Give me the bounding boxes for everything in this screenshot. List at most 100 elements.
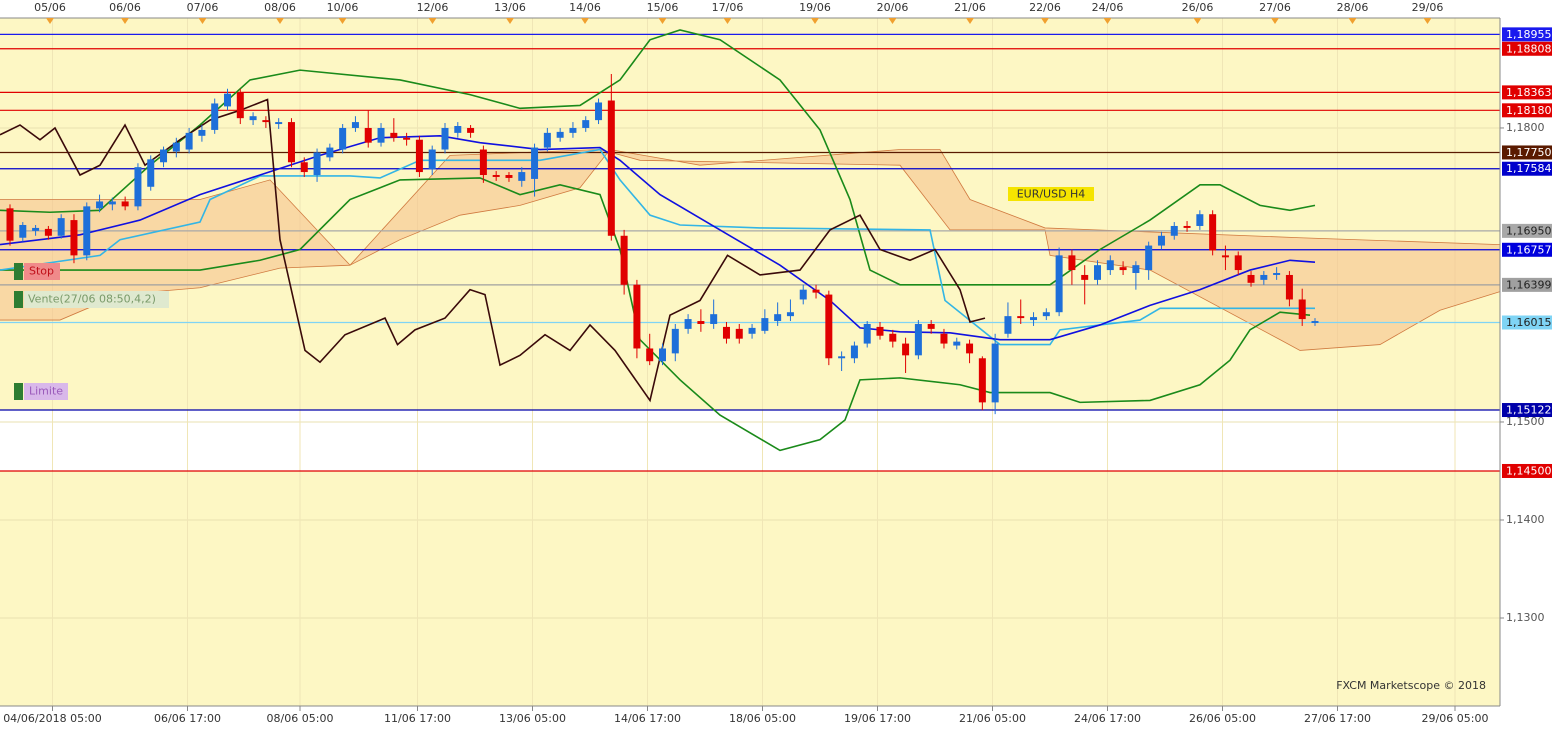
level-label-box: [1502, 103, 1552, 118]
top-tick-label: 20/06: [877, 1, 909, 14]
candle-body: [825, 294, 833, 359]
candle-body: [44, 228, 52, 236]
top-tick: [276, 18, 284, 24]
candle-body: [1119, 267, 1127, 271]
level-label-box: [1502, 27, 1552, 42]
level-label: 1,18808: [1506, 42, 1552, 55]
candle-body: [620, 235, 628, 285]
indicator-line: [0, 177, 1311, 452]
indicator-line: [0, 135, 1316, 341]
candle-body: [607, 100, 615, 236]
order-handle[interactable]: [14, 291, 23, 308]
marks-layer: [0, 29, 1319, 452]
candle-body: [390, 132, 398, 138]
candle-body: [211, 103, 219, 130]
candle-body: [1311, 321, 1319, 323]
x-tick-label: 26/06 05:00: [1189, 712, 1256, 725]
candle-body: [838, 356, 846, 359]
level-label: 1,15122: [1506, 404, 1552, 417]
level-label: 1,16015: [1506, 316, 1552, 329]
candle-body: [850, 345, 858, 359]
candle-body: [1017, 316, 1025, 319]
limit-box[interactable]: [24, 383, 68, 400]
candle-body: [1145, 245, 1153, 271]
candle-body: [991, 343, 999, 403]
candle-body: [1004, 316, 1012, 334]
candle-body: [710, 314, 718, 324]
candle-body: [83, 206, 91, 256]
x-tick-label: 08/06 05:00: [267, 712, 334, 725]
stop-handle[interactable]: [14, 263, 23, 280]
order-box[interactable]: [24, 291, 169, 308]
candle-body: [735, 328, 743, 339]
candle-body: [1081, 274, 1089, 280]
candle-body: [966, 343, 974, 354]
top-tick: [723, 18, 732, 24]
candle-body: [799, 289, 807, 300]
top-tick-label: 17/06: [712, 1, 744, 14]
candle-body: [889, 333, 897, 342]
candle-body: [147, 159, 155, 187]
candle-body: [428, 149, 436, 170]
candle-body: [633, 284, 641, 349]
candle-body: [300, 162, 308, 173]
level-label: 1,17750: [1506, 146, 1552, 159]
copyright: FXCM Marketscope © 2018: [1336, 679, 1486, 692]
top-tick: [1348, 18, 1357, 24]
candle-body: [198, 129, 206, 136]
level-label-box: [1502, 242, 1552, 257]
candle-body: [646, 348, 654, 362]
top-tick-label: 19/06: [799, 1, 831, 14]
level-label: 1,17584: [1506, 162, 1552, 175]
top-tick: [1041, 18, 1049, 24]
level-label: 1,18955: [1506, 28, 1552, 41]
candle-body: [313, 152, 321, 176]
candle-body: [876, 326, 884, 336]
level-band: [0, 410, 1500, 471]
symbol-label: EUR/USD H4: [1017, 188, 1086, 201]
candle-body: [1183, 225, 1191, 228]
candle-body: [32, 227, 40, 231]
x-tick-label: 18/06 05:00: [729, 712, 796, 725]
plot-area: [0, 18, 1500, 706]
stop-box[interactable]: [24, 263, 60, 280]
candle-body: [403, 137, 411, 140]
x-tick-label: 04/06/2018 05:00: [3, 712, 102, 725]
candle-body: [1106, 260, 1114, 271]
level-label-box: [1502, 41, 1552, 56]
candle-body: [134, 167, 142, 207]
candle-body: [6, 208, 14, 241]
limit-handle[interactable]: [14, 383, 23, 400]
candle-body: [1285, 274, 1293, 300]
level-label: 1,16950: [1506, 224, 1552, 237]
candle-body: [1170, 225, 1178, 236]
top-tick-label: 14/06: [569, 1, 601, 14]
top-tick: [1193, 18, 1202, 24]
top-tick-label: 07/06: [187, 1, 219, 14]
stop-label: Stop: [29, 265, 54, 278]
y-tick-label: 1,1400: [1506, 513, 1545, 526]
candle-body: [1068, 255, 1076, 271]
top-tick-label: 28/06: [1337, 1, 1369, 14]
candle-body: [505, 175, 513, 178]
x-tick-label: 14/06 17:00: [614, 712, 681, 725]
x-tick-label: 21/06 05:00: [959, 712, 1026, 725]
indicator-line: [0, 29, 1316, 286]
candle-body: [761, 318, 769, 331]
candle-body: [1273, 273, 1281, 275]
candle-body: [531, 147, 539, 179]
level-label-box: [1502, 277, 1552, 292]
candle-body: [96, 201, 104, 209]
candle-body: [1221, 255, 1229, 258]
candle-body: [236, 92, 244, 119]
x-tick-label: 11/06 17:00: [384, 712, 451, 725]
level-label: 1,14500: [1506, 464, 1552, 477]
y-tick-label: 1,1800: [1506, 121, 1545, 134]
candle-body: [863, 323, 871, 344]
indicator-line: [0, 98, 986, 403]
candle-body: [812, 289, 820, 293]
level-label: 1,16757: [1506, 243, 1552, 256]
candle-body: [377, 127, 385, 143]
level-label-box: [1502, 403, 1552, 418]
